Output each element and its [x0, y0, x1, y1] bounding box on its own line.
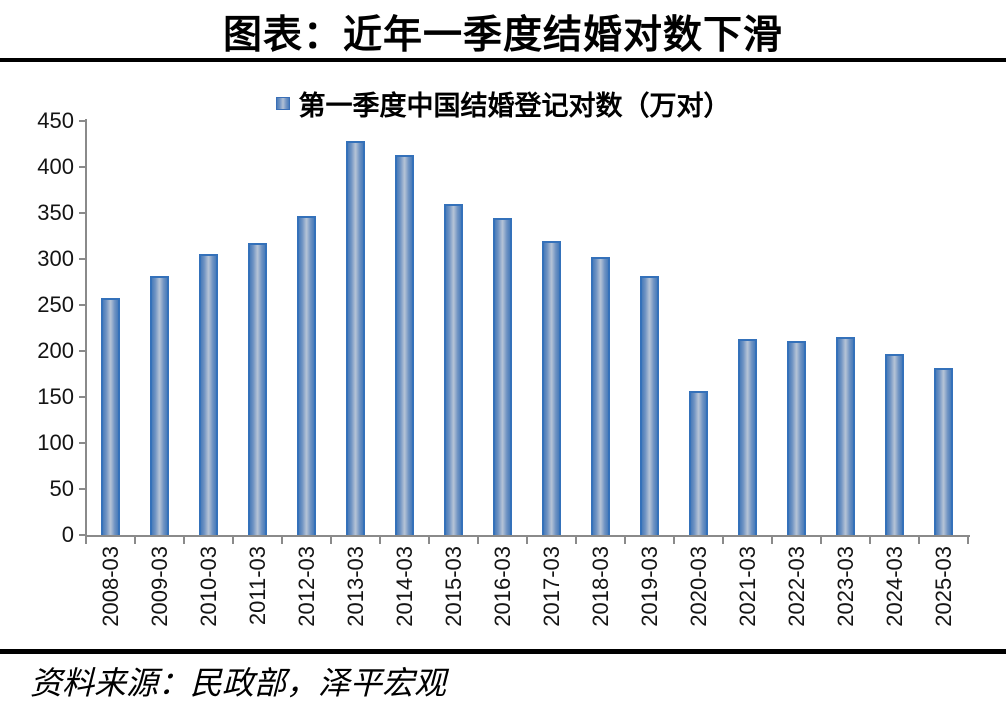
- y-axis-label: 50: [49, 476, 74, 501]
- bar-2011-03: [248, 243, 267, 535]
- bar-2009-03: [150, 276, 169, 535]
- bar-2018-03: [591, 257, 610, 535]
- x-axis-tick: [477, 537, 479, 544]
- legend-swatch-icon: [275, 97, 290, 110]
- x-axis-tick: [771, 537, 773, 544]
- y-axis-label: 150: [37, 384, 74, 409]
- x-axis-tick: [379, 537, 381, 544]
- bar-2013-03: [346, 141, 365, 535]
- y-axis-tick: [79, 166, 86, 168]
- x-axis-label: 2018-03: [587, 546, 613, 627]
- bar-2010-03: [199, 254, 218, 535]
- bar-2015-03: [444, 204, 463, 535]
- x-axis-label: 2015-03: [440, 546, 466, 627]
- x-axis-tick: [575, 537, 577, 544]
- bar-2019-03: [640, 276, 659, 535]
- divider-top: [0, 58, 1006, 62]
- x-axis-label: 2014-03: [391, 546, 417, 627]
- y-axis-label: 250: [37, 292, 74, 317]
- divider-bottom: [0, 649, 1006, 654]
- x-axis-tick: [428, 537, 430, 544]
- x-axis-label: 2021-03: [734, 546, 760, 627]
- bar-2025-03: [934, 368, 953, 535]
- y-axis-label: 0: [61, 522, 74, 547]
- chart-title: 图表：近年一季度结婚对数下滑: [222, 12, 783, 58]
- x-axis-label: 2025-03: [930, 546, 956, 627]
- x-axis-tick: [330, 537, 332, 544]
- bar-2014-03: [395, 155, 414, 535]
- y-axis-tick: [79, 350, 86, 352]
- x-axis-label: 2020-03: [685, 546, 711, 627]
- y-axis-label: 300: [37, 246, 74, 271]
- x-axis-label: 2024-03: [881, 546, 907, 627]
- x-axis-label: 2019-03: [636, 546, 662, 627]
- bar-2017-03: [542, 241, 561, 535]
- y-axis-tick: [79, 396, 86, 398]
- legend-label: 第一季度中国结婚登记对数（万对）: [298, 91, 731, 122]
- x-axis-label: 2023-03: [832, 546, 858, 627]
- bar-2021-03: [738, 339, 757, 535]
- y-axis-tick: [79, 304, 86, 306]
- x-axis-tick: [820, 537, 822, 544]
- bar-2008-03: [101, 298, 120, 535]
- x-axis-label: 2010-03: [195, 546, 221, 627]
- y-axis-line: [85, 119, 87, 537]
- x-axis-tick: [722, 537, 724, 544]
- x-axis-tick: [85, 537, 87, 544]
- y-axis-label: 100: [37, 430, 74, 455]
- x-axis-tick: [281, 537, 283, 544]
- x-axis-tick: [183, 537, 185, 544]
- bar-2022-03: [787, 341, 806, 535]
- bar-2024-03: [885, 354, 904, 535]
- source-note: 资料来源：民政部，泽平宏观: [30, 664, 447, 702]
- x-axis-label: 2013-03: [342, 546, 368, 627]
- y-axis-tick: [79, 120, 86, 122]
- bar-2020-03: [689, 391, 708, 535]
- bar-2016-03: [493, 218, 512, 535]
- y-axis-tick: [79, 212, 86, 214]
- x-axis-label: 2022-03: [783, 546, 809, 627]
- y-axis-label: 450: [37, 108, 74, 133]
- y-axis-label: 200: [37, 338, 74, 363]
- x-axis-line: [85, 535, 970, 537]
- x-axis-tick: [134, 537, 136, 544]
- x-axis-tick: [232, 537, 234, 544]
- y-axis-tick: [79, 258, 86, 260]
- x-axis-label: 2016-03: [489, 546, 515, 627]
- x-axis-tick: [967, 537, 969, 544]
- x-axis-label: 2017-03: [538, 546, 564, 627]
- y-axis-tick: [79, 534, 86, 536]
- bar-2023-03: [836, 337, 855, 535]
- x-axis-tick: [869, 537, 871, 544]
- y-axis-label: 400: [37, 154, 74, 179]
- y-axis-tick: [79, 442, 86, 444]
- y-axis-label: 350: [37, 200, 74, 225]
- x-axis-tick: [673, 537, 675, 544]
- x-axis-tick: [526, 537, 528, 544]
- y-axis-tick: [79, 488, 86, 490]
- bar-2012-03: [297, 216, 316, 535]
- x-axis-label: 2008-03: [97, 546, 123, 627]
- x-axis-label: 2009-03: [146, 546, 172, 627]
- x-axis-tick: [624, 537, 626, 544]
- x-axis-label: 2012-03: [293, 546, 319, 627]
- x-axis-label: 2011-03: [244, 546, 270, 626]
- chart-legend: 第一季度中国结婚登记对数（万对）: [0, 84, 1006, 123]
- x-axis-tick: [918, 537, 920, 544]
